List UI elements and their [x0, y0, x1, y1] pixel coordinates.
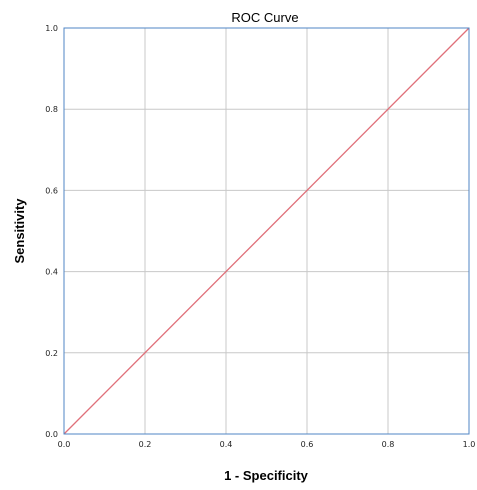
x-tick-label: 0.2	[139, 440, 152, 449]
x-axis-label: 1 - Specificity	[224, 468, 309, 483]
series-layer	[63, 27, 470, 435]
x-tick-label: 0.0	[58, 440, 71, 449]
x-axis-ticks: 0.0 0.2 0.4 0.6 0.8 1.0	[58, 440, 476, 449]
x-tick-label: 0.8	[382, 440, 395, 449]
x-tick-label: 0.6	[301, 440, 314, 449]
y-axis-label: Sensitivity	[12, 198, 27, 264]
plot-frame	[63, 27, 470, 435]
y-tick-label: 0.4	[45, 268, 58, 277]
roc-line	[63, 27, 470, 435]
y-tick-label: 0.0	[45, 430, 58, 439]
chart-title: ROC Curve	[231, 10, 298, 25]
y-tick-label: 0.8	[45, 105, 58, 114]
x-tick-label: 0.4	[220, 440, 233, 449]
x-tick-label: 1.0	[463, 440, 476, 449]
y-axis-ticks: 0.0 0.2 0.4 0.6 0.8 1.0	[45, 24, 58, 439]
y-tick-label: 0.6	[45, 186, 58, 195]
y-tick-label: 0.2	[45, 349, 58, 358]
y-tick-label: 1.0	[45, 24, 58, 33]
grid-lines	[64, 28, 469, 434]
